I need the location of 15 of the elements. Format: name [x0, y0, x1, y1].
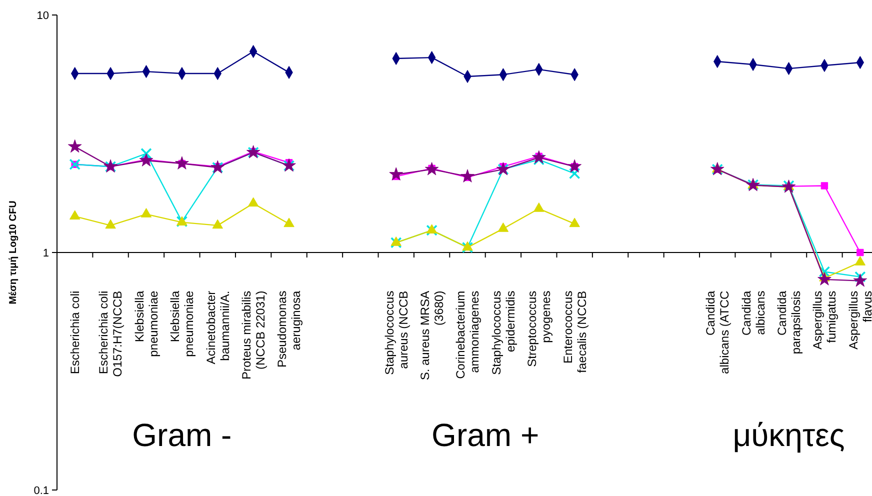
- x-tick-label: Staphylococcus aureus (NCCB: [382, 290, 410, 375]
- x-tick-label: Acinetobacter baumannii/A.: [204, 290, 232, 364]
- x-tick-label: S. aureus MRSA (3680): [418, 290, 446, 380]
- annotation: Gram +: [432, 417, 540, 453]
- x-tick-label: Escherichia coli O157:H7(NCCB: [96, 290, 125, 377]
- x-tick-label: Klebsiella pneumoniae: [132, 290, 160, 357]
- y-axis-title: Μέση τιμή Log10 CFU: [8, 200, 19, 304]
- x-tick-label: Proteus mirabilis (NCCB 22031): [240, 290, 268, 380]
- x-tick-label: Escherichia coli: [68, 290, 82, 374]
- x-tick-label: Candida albicans (ATCC: [704, 290, 732, 374]
- annotation: Gram -: [132, 417, 232, 453]
- y-tick-label: 1: [42, 247, 49, 260]
- annotation: μύκητες: [732, 417, 845, 453]
- y-tick-label: 0.1: [34, 484, 49, 496]
- y-tick-label: 10: [36, 10, 49, 22]
